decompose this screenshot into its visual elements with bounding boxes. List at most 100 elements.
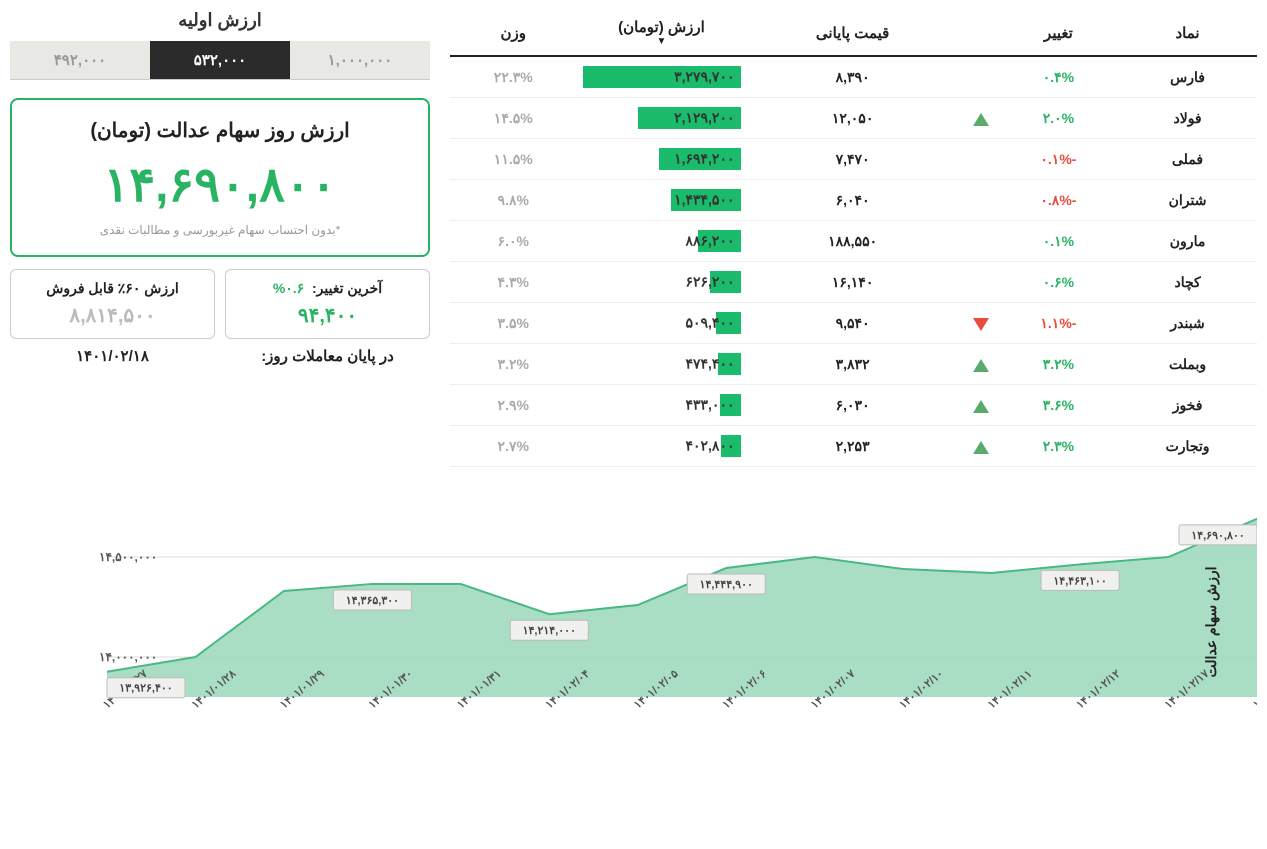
svg-text:۱۴,۴۶۳,۱۰۰: ۱۴,۴۶۳,۱۰۰ — [1053, 575, 1106, 587]
change-amount: ۹۴,۴۰۰ — [238, 303, 417, 328]
cell-weight: ۲.۹% — [450, 385, 577, 426]
tab-0[interactable]: ۴۹۲,۰۰۰ — [10, 41, 150, 79]
cell-value: ۶۲۶,۲۰۰ — [577, 262, 747, 303]
cell-value: ۴۳۳,۰۰۰ — [577, 385, 747, 426]
value-card: ارزش روز سهام عدالت (تومان) ۱۴,۶۹۰,۸۰۰ *… — [10, 98, 430, 257]
table-row[interactable]: شبندر-۱.۱%۹,۵۴۰۵۰۹,۴۰۰۳.۵% — [450, 303, 1257, 344]
cell-tri — [959, 303, 999, 344]
value-text: ۴۳۳,۰۰۰ — [685, 397, 734, 414]
cell-change: -۱.۱% — [999, 303, 1118, 344]
cell-price: ۸,۳۹۰ — [747, 56, 959, 98]
bottom-label-left: ۱۴۰۱/۰۲/۱۸ — [10, 347, 215, 365]
triangle-up-icon — [973, 359, 989, 372]
initial-value-tabs: ۴۹۲,۰۰۰۵۳۲,۰۰۰۱,۰۰۰,۰۰۰ — [10, 41, 430, 80]
initial-value-label: ارزش اولیه — [10, 10, 430, 31]
cell-tri — [959, 98, 999, 139]
table-row[interactable]: فولاد۲.۰%۱۲,۰۵۰۲,۱۲۹,۲۰۰۱۴.۵% — [450, 98, 1257, 139]
th-price[interactable]: قیمت پایانی — [747, 10, 959, 56]
cell-weight: ۳.۵% — [450, 303, 577, 344]
cell-symbol: فملی — [1118, 139, 1257, 180]
cell-value: ۵۰۹,۴۰۰ — [577, 303, 747, 344]
value-text: ۱,۴۳۴,۵۰۰ — [674, 192, 734, 209]
cell-symbol: فخوز — [1118, 385, 1257, 426]
cell-weight: ۱۱.۵% — [450, 139, 577, 180]
cell-symbol: کچاد — [1118, 262, 1257, 303]
th-tri — [959, 10, 999, 56]
cell-weight: ۳.۲% — [450, 344, 577, 385]
value-card-title: ارزش روز سهام عدالت (تومان) — [32, 118, 408, 143]
cell-value: ۴۰۲,۸۰۰ — [577, 426, 747, 467]
cell-weight: ۱۴.۵% — [450, 98, 577, 139]
table-row[interactable]: وتجارت۲.۳%۲,۲۵۳۴۰۲,۸۰۰۲.۷% — [450, 426, 1257, 467]
cell-change: ۲.۰% — [999, 98, 1118, 139]
value-text: ۵۰۹,۴۰۰ — [685, 315, 734, 332]
cell-value: ۸۸۶,۲۰۰ — [577, 221, 747, 262]
change-label: آخرین تغییر: — [312, 280, 382, 296]
value-text: ۸۸۶,۲۰۰ — [685, 233, 734, 250]
cell-weight: ۲.۷% — [450, 426, 577, 467]
cell-price: ۶,۰۳۰ — [747, 385, 959, 426]
value-text: ۴۷۴,۴۰۰ — [685, 356, 734, 373]
svg-text:۱۴,۳۶۵,۳۰۰: ۱۴,۳۶۵,۳۰۰ — [346, 595, 399, 607]
svg-text:۱۴,۴۴۴,۹۰۰: ۱۴,۴۴۴,۹۰۰ — [700, 579, 753, 591]
tab-2[interactable]: ۱,۰۰۰,۰۰۰ — [290, 41, 430, 79]
th-symbol[interactable]: نماد — [1118, 10, 1257, 56]
cell-value: ۱,۶۹۴,۲۰۰ — [577, 139, 747, 180]
tab-1[interactable]: ۵۳۲,۰۰۰ — [150, 41, 290, 79]
cell-symbol: فارس — [1118, 56, 1257, 98]
table-row[interactable]: شتران-۰.۸% ۶,۰۴۰ ۱,۴۳۴,۵۰۰ ۹.۸% — [450, 180, 1257, 221]
value-text: ۶۲۶,۲۰۰ — [685, 274, 734, 291]
svg-text:۱۴,۶۹۰,۸۰۰: ۱۴,۶۹۰,۸۰۰ — [1191, 530, 1244, 542]
chart-ylabel: ارزش سهام عدالت — [1203, 566, 1220, 677]
th-change[interactable]: تغییر — [999, 10, 1118, 56]
table-row[interactable]: فملی-۰.۱%۷,۴۷۰۱,۶۹۴,۲۰۰۱۱.۵% — [450, 139, 1257, 180]
stock-table: نماد تغییر قیمت پایانی ارزش (تومان) ▼ وز… — [450, 10, 1257, 467]
cell-weight: ۲۲.۳% — [450, 56, 577, 98]
cell-tri — [959, 426, 999, 467]
cell-price: ۱۶,۱۴۰ — [747, 262, 959, 303]
cell-tri — [959, 180, 999, 221]
cell-weight: ۴.۳% — [450, 262, 577, 303]
triangle-up-icon — [973, 441, 989, 454]
table-row[interactable]: کچاد۰.۶% ۱۶,۱۴۰ ۶۲۶,۲۰۰ ۴.۳% — [450, 262, 1257, 303]
table-row[interactable]: فارس۰.۴%۸,۳۹۰۳,۲۷۹,۷۰۰۲۲.۳% — [450, 56, 1257, 98]
value-text: ۱,۶۹۴,۲۰۰ — [674, 151, 734, 168]
value-text: ۳,۲۷۹,۷۰۰ — [674, 69, 734, 86]
table-row[interactable]: مارون۰.۱% ۱۸۸,۵۵۰ ۸۸۶,۲۰۰ ۶.۰% — [450, 221, 1257, 262]
value-text: ۲,۱۲۹,۲۰۰ — [674, 110, 734, 127]
cell-symbol: شتران — [1118, 180, 1257, 221]
cell-change: ۰.۶% — [999, 262, 1118, 303]
cell-weight: ۶.۰% — [450, 221, 577, 262]
cell-weight: ۹.۸% — [450, 180, 577, 221]
cell-tri — [959, 344, 999, 385]
cell-price: ۲,۲۵۳ — [747, 426, 959, 467]
svg-text:۱۴,۰۰۰,۰۰۰: ۱۴,۰۰۰,۰۰۰ — [99, 650, 157, 664]
cell-symbol: وبملت — [1118, 344, 1257, 385]
bottom-label-right: در پایان معاملات روز: — [225, 347, 430, 365]
cell-symbol: مارون — [1118, 221, 1257, 262]
triangle-up-icon — [973, 113, 989, 126]
cell-tri — [959, 262, 999, 303]
cell-change: -۰.۸% — [999, 180, 1118, 221]
cell-change: -۰.۱% — [999, 139, 1118, 180]
value-text: ۴۰۲,۸۰۰ — [685, 438, 734, 455]
cell-change: ۳.۲% — [999, 344, 1118, 385]
cell-change: ۲.۳% — [999, 426, 1118, 467]
cell-price: ۹,۵۴۰ — [747, 303, 959, 344]
table-row[interactable]: وبملت۳.۲%۳,۸۳۲۴۷۴,۴۰۰۳.۲% — [450, 344, 1257, 385]
cell-tri — [959, 385, 999, 426]
triangle-up-icon — [973, 400, 989, 413]
sort-desc-icon: ▼ — [583, 36, 741, 47]
th-weight[interactable]: وزن — [450, 10, 577, 56]
cell-change: ۰.۱% — [999, 221, 1118, 262]
change-pct: ۰.۶% — [273, 280, 304, 296]
th-value[interactable]: ارزش (تومان) ▼ — [577, 10, 747, 56]
cell-price: ۱۸۸,۵۵۰ — [747, 221, 959, 262]
cell-price: ۱۲,۰۵۰ — [747, 98, 959, 139]
cell-price: ۶,۰۴۰ — [747, 180, 959, 221]
sellable-card: ارزش ۶۰٪ قابل فروش ۸,۸۱۴,۵۰۰ — [10, 269, 215, 339]
svg-text:۱۳,۹۲۶,۴۰۰: ۱۳,۹۲۶,۴۰۰ — [119, 683, 172, 695]
chart-container: ۱۴,۰۰۰,۰۰۰۱۴,۵۰۰,۰۰۰۱۴۰۱/۰۱/۲۷۱۴۰۱/۰۱/۲۸… — [17, 487, 1257, 757]
table-row[interactable]: فخوز۳.۶%۶,۰۳۰۴۳۳,۰۰۰۲.۹% — [450, 385, 1257, 426]
triangle-down-icon — [973, 318, 989, 331]
